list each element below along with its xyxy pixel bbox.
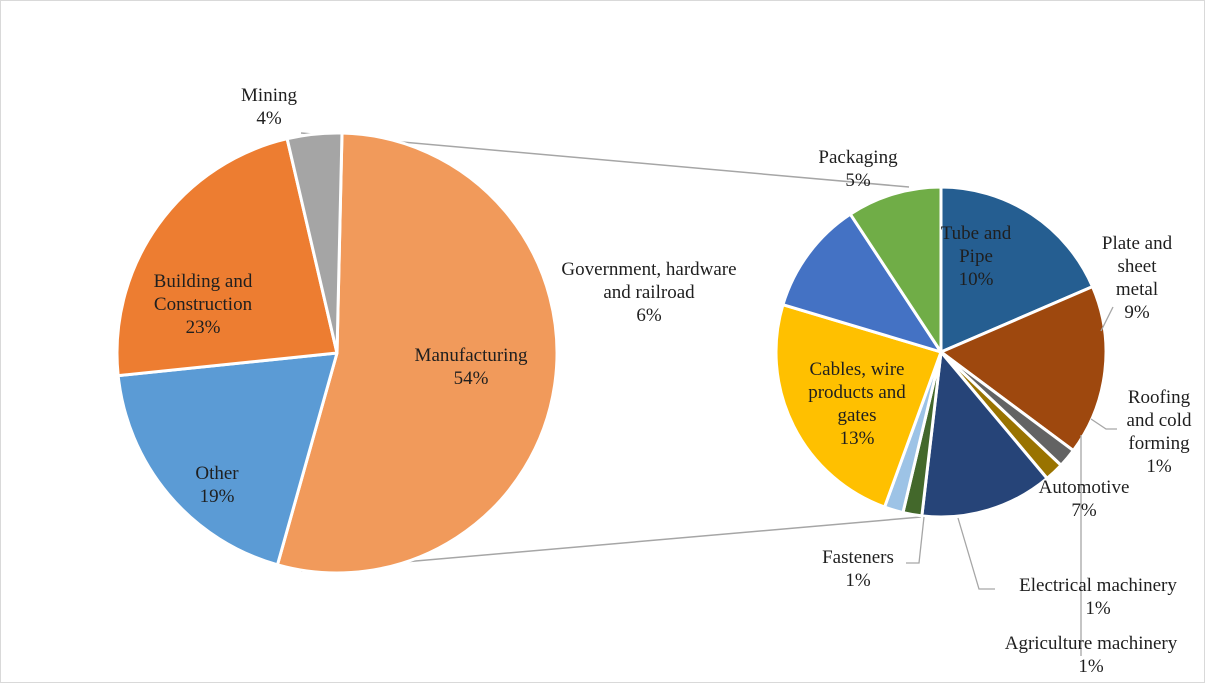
label-cables-wire-products-and-gates-line-3: gates bbox=[837, 405, 876, 426]
label-roofing-and-cold-forming-line-2: and cold bbox=[1127, 410, 1192, 431]
label-fasteners: Fasteners 1% bbox=[822, 547, 894, 591]
label-cables-wire-products-and-gates: Cables, wire products and gates 13% bbox=[808, 359, 906, 449]
label-electrical-machinery-line-2: 1% bbox=[1085, 598, 1111, 619]
label-government-hardware-and-railroad-line-1: Government, hardware bbox=[561, 259, 736, 280]
label-cables-wire-products-and-gates-line-2: products and bbox=[808, 382, 906, 403]
label-building-and-construction: Building and Construction 23% bbox=[154, 271, 253, 338]
label-packaging-line-2: 5% bbox=[845, 170, 871, 191]
label-agriculture-machinery-line-2: 1% bbox=[1078, 656, 1104, 677]
main-slice-manufacturing bbox=[275, 131, 559, 575]
label-manufacturing: Manufacturing 54% bbox=[415, 345, 528, 389]
label-tube-and-pipe-line-1: Tube and bbox=[941, 223, 1012, 244]
label-manufacturing-line-1: Manufacturing bbox=[415, 345, 528, 366]
leader-electrical-line bbox=[957, 517, 995, 590]
label-roofing-and-cold-forming-line-3: forming bbox=[1128, 433, 1190, 454]
leader-roofing-line bbox=[1090, 418, 1117, 430]
label-fasteners-line-1: Fasteners bbox=[822, 547, 894, 568]
label-other-line-1: Other bbox=[195, 463, 239, 484]
secondary-slice-packaging bbox=[848, 185, 943, 354]
label-cables-wire-products-and-gates-line-1: Cables, wire bbox=[810, 359, 905, 380]
label-building-and-construction-line-3: 23% bbox=[186, 317, 221, 338]
label-fasteners-line-2: 1% bbox=[845, 570, 871, 591]
label-tube-and-pipe-line-2: Pipe bbox=[959, 246, 993, 267]
label-mining-line-1: Mining bbox=[241, 85, 297, 106]
leader-lines bbox=[906, 306, 1117, 656]
label-electrical-machinery-line-1: Electrical machinery bbox=[1019, 575, 1177, 596]
label-government-hardware-and-railroad-line-2: and railroad bbox=[603, 282, 695, 303]
label-mining: Mining 4% bbox=[241, 85, 297, 129]
label-plate-and-sheet-metal-line-1: Plate and bbox=[1102, 233, 1173, 254]
secondary-slice-automotive bbox=[920, 350, 1049, 519]
label-building-and-construction-line-2: Construction bbox=[154, 294, 253, 315]
secondary-pie bbox=[774, 185, 1108, 519]
label-mining-line-2: 4% bbox=[256, 108, 282, 129]
label-roofing-and-cold-forming-line-1: Roofing bbox=[1128, 387, 1191, 408]
main-slice-other bbox=[116, 351, 339, 567]
main-slice-mining bbox=[285, 131, 344, 355]
label-other-line-2: 19% bbox=[200, 486, 235, 507]
label-agriculture-machinery: Agriculture machinery 1% bbox=[1005, 633, 1178, 677]
main-slice-building-and-construction bbox=[115, 137, 339, 378]
secondary-slice-tube-and-pipe bbox=[939, 185, 1095, 354]
secondary-slice-plate-and-sheet-metal bbox=[939, 285, 1108, 453]
leader-plate-line bbox=[1100, 306, 1114, 332]
secondary-slice-government-hardware-and-railroad bbox=[781, 212, 943, 354]
label-roofing-and-cold-forming: Roofing and cold forming 1% bbox=[1127, 387, 1192, 477]
label-tube-and-pipe-line-3: 10% bbox=[959, 269, 994, 290]
label-packaging: Packaging 5% bbox=[818, 147, 898, 191]
label-cables-wire-products-and-gates-line-4: 13% bbox=[840, 428, 875, 449]
label-roofing-and-cold-forming-line-4: 1% bbox=[1146, 456, 1172, 477]
label-automotive-line-2: 7% bbox=[1071, 500, 1097, 521]
label-manufacturing-line-2: 54% bbox=[454, 368, 489, 389]
leader-fasteners-line bbox=[906, 516, 925, 564]
label-other: Other 19% bbox=[195, 463, 239, 507]
label-building-and-construction-line-1: Building and bbox=[154, 271, 253, 292]
label-plate-and-sheet-metal-line-3: metal bbox=[1116, 279, 1158, 300]
main-pie bbox=[115, 131, 559, 575]
label-government-hardware-and-railroad: Government, hardware and railroad 6% bbox=[561, 259, 736, 326]
label-automotive: Automotive 7% bbox=[1039, 477, 1130, 521]
label-automotive-line-1: Automotive bbox=[1039, 477, 1130, 498]
label-tube-and-pipe: Tube and Pipe 10% bbox=[941, 223, 1012, 290]
label-plate-and-sheet-metal: Plate and sheet metal 9% bbox=[1102, 233, 1173, 323]
label-electrical-machinery: Electrical machinery 1% bbox=[1019, 575, 1177, 619]
label-plate-and-sheet-metal-line-2: sheet bbox=[1117, 256, 1157, 277]
label-agriculture-machinery-line-1: Agriculture machinery bbox=[1005, 633, 1178, 654]
label-plate-and-sheet-metal-line-4: 9% bbox=[1124, 302, 1150, 323]
secondary-slice-cables-wire-products-and-gates bbox=[774, 303, 943, 509]
data-labels: Manufacturing 54% Other 19% Building and Cons… bbox=[154, 85, 1192, 677]
label-government-hardware-and-railroad-line-3: 6% bbox=[636, 305, 662, 326]
label-packaging-line-1: Packaging bbox=[818, 147, 898, 168]
